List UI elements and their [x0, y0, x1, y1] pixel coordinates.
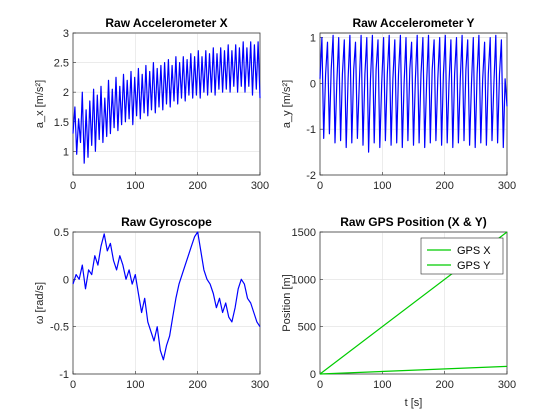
x-tick-label: 100	[126, 180, 144, 192]
chart-panel-2: 0 100 200 300 -2 -1 0 1 Raw Accelerometer Y a_y […	[281, 16, 516, 192]
x-tick-label: 300	[251, 379, 269, 391]
legend-entry: GPS Y	[457, 260, 491, 272]
legend-entry: GPS X	[457, 245, 491, 257]
x-axis-label: t [s]	[405, 397, 423, 409]
y-tick-label: 0	[310, 78, 316, 90]
y-tick-label: 1000	[292, 274, 316, 286]
y-tick-label: 1.5	[54, 117, 69, 129]
y-tick-label: -2	[306, 170, 316, 182]
y-tick-label: 0.5	[54, 227, 69, 239]
series-line-1	[72, 41, 261, 164]
legend-box	[420, 237, 504, 275]
chart-panel-3: 0 100 200 300 -1 -0.5 0 0.5 Raw Gyroscope ω [rad/…	[34, 215, 269, 391]
x-tick-label: 200	[188, 180, 206, 192]
legend: GPS X GPS Y	[420, 237, 504, 275]
y-tick-label: 3	[63, 28, 69, 40]
chart-title: Raw Gyroscope	[121, 215, 212, 229]
y-tick-label: 2.5	[54, 58, 69, 70]
x-tick-label: 0	[317, 379, 323, 391]
axes-frame	[72, 32, 261, 176]
series-line-3	[72, 231, 261, 361]
x-tick-label: 0	[317, 180, 323, 192]
y-axis-label: ω [rad/s]	[34, 282, 46, 324]
x-tick-label: 100	[373, 379, 391, 391]
x-tick-label: 100	[373, 180, 391, 192]
y-tick-label: -0.5	[50, 322, 69, 334]
plot-area	[72, 231, 261, 375]
y-tick-label: 500	[298, 322, 316, 334]
y-tick-label: -1	[306, 124, 316, 136]
x-tick-label: 0	[70, 180, 76, 192]
axes-frame	[72, 231, 261, 375]
y-tick-label: 1	[310, 33, 316, 45]
x-tick-label: 200	[435, 180, 453, 192]
series-line-2	[319, 34, 508, 153]
x-tick-label: 300	[498, 379, 516, 391]
y-tick-label: -1	[59, 369, 69, 381]
y-tick-label: 0	[310, 369, 316, 381]
y-axis-label: a_x [m/s²]	[34, 80, 46, 128]
y-tick-label: 2	[63, 87, 69, 99]
x-tick-label: 300	[498, 180, 516, 192]
x-tick-label: 200	[188, 379, 206, 391]
x-tick-label: 200	[435, 379, 453, 391]
x-tick-label: 100	[126, 379, 144, 391]
axes-frame	[319, 231, 508, 375]
series-line-gps-y	[319, 365, 508, 375]
chart-title: Raw Accelerometer X	[105, 16, 227, 30]
y-axis-label: Position [m]	[281, 274, 293, 331]
x-tick-label: 300	[251, 180, 269, 192]
x-tick-label: 0	[70, 379, 76, 391]
y-axis-label: a_y [m/s²]	[281, 80, 293, 128]
chart-title: Raw Accelerometer Y	[352, 16, 474, 30]
y-tick-label: 1	[63, 146, 69, 158]
y-tick-label: 0	[63, 274, 69, 286]
chart-title: Raw GPS Position (X & Y)	[340, 215, 486, 229]
chart-panel-4: 0 100 200 300 0 500 1000 1500 Raw GPS Position (…	[281, 215, 516, 409]
chart-panel-1: 0 100 200 300 1 1.5 2 2.5 3 Raw Accelerometer X a_…	[34, 16, 269, 192]
y-tick-label: 1500	[292, 227, 316, 239]
